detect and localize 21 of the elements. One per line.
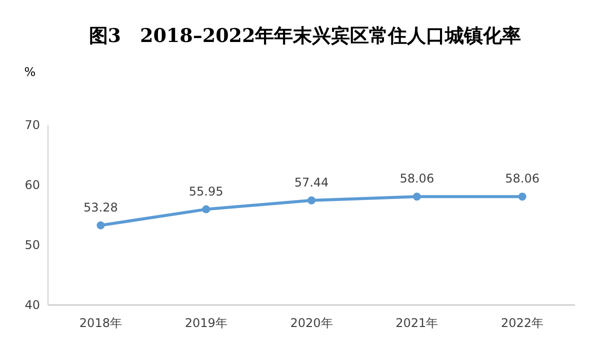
y-tick-label: 60 <box>24 178 40 192</box>
y-axis-title: % <box>24 65 36 79</box>
x-tick-label: 2022年 <box>501 316 544 330</box>
chart-title: 图3 2018–2022年年末兴宾区常住人口城镇化率 <box>88 25 522 47</box>
y-tick-label: 70 <box>24 118 40 132</box>
y-tick-label: 50 <box>24 238 40 252</box>
point <box>412 192 421 201</box>
data-label: 57.44 <box>294 175 329 190</box>
point <box>202 205 210 214</box>
point <box>518 192 526 201</box>
data-label: 55.95 <box>188 184 224 198</box>
point <box>96 221 105 230</box>
data-label: 53.28 <box>84 200 118 214</box>
x-tick-label: 2021年 <box>396 316 438 330</box>
x-tick-label: 2019年 <box>184 316 228 330</box>
data-label: 58.06 <box>400 172 434 186</box>
x-tick-label: 2020年 <box>290 316 333 330</box>
y-tick-label: 40 <box>24 298 40 312</box>
data-label: 58.06 <box>505 172 540 186</box>
x-tick-label: 2018年 <box>79 316 122 330</box>
point <box>308 196 316 204</box>
